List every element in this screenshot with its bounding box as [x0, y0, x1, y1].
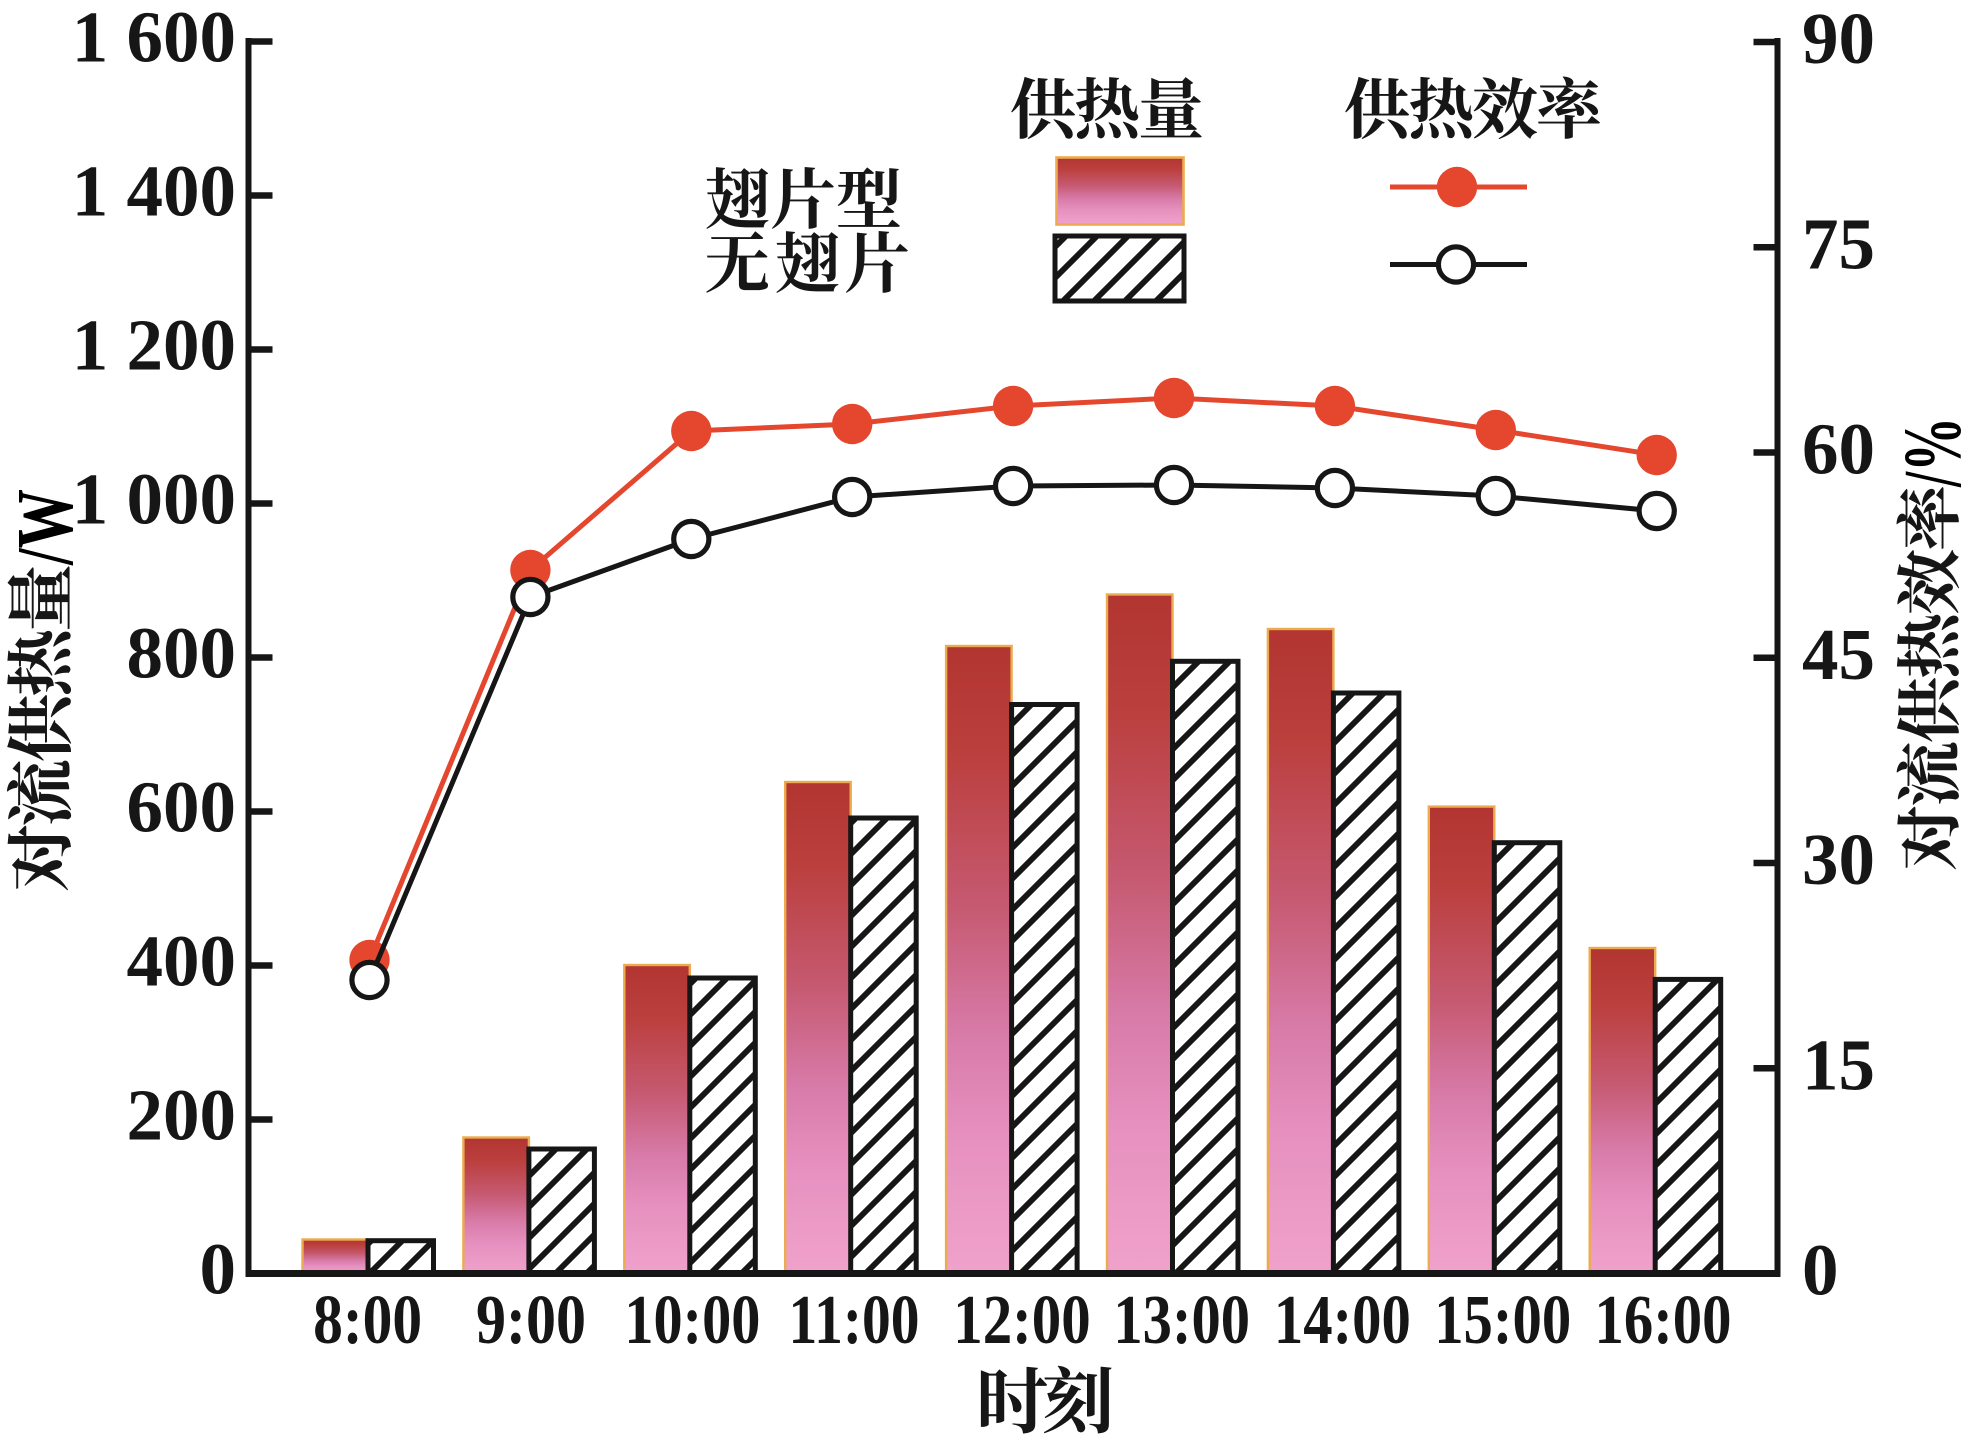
svg-text:60: 60 — [1802, 409, 1875, 490]
svg-text:800: 800 — [127, 613, 237, 694]
svg-text:/W: /W — [0, 489, 90, 566]
svg-text:90: 90 — [1802, 0, 1875, 79]
svg-text:10:00: 10:00 — [624, 1282, 760, 1359]
svg-text:15: 15 — [1802, 1024, 1875, 1105]
svg-text:1 000: 1 000 — [72, 459, 236, 540]
svg-text:0: 0 — [1802, 1230, 1839, 1311]
svg-text:1 200: 1 200 — [72, 305, 236, 386]
svg-text:75: 75 — [1802, 203, 1875, 284]
svg-text:/%: /% — [1886, 417, 1973, 488]
svg-text:13:00: 13:00 — [1113, 1282, 1250, 1359]
svg-text:45: 45 — [1802, 614, 1875, 695]
svg-text:1 400: 1 400 — [72, 151, 236, 232]
svg-text:0: 0 — [200, 1229, 237, 1310]
svg-text:1 600: 1 600 — [72, 0, 236, 78]
svg-text:400: 400 — [127, 921, 237, 1002]
svg-text:16:00: 16:00 — [1595, 1282, 1732, 1359]
svg-text:30: 30 — [1802, 819, 1875, 900]
svg-text:15:00: 15:00 — [1434, 1282, 1571, 1359]
svg-text:600: 600 — [127, 767, 237, 848]
svg-text:14:00: 14:00 — [1274, 1282, 1411, 1359]
svg-text:11:00: 11:00 — [789, 1282, 920, 1359]
svg-text:200: 200 — [127, 1075, 237, 1156]
svg-text:9:00: 9:00 — [476, 1282, 586, 1359]
svg-text:8:00: 8:00 — [313, 1282, 422, 1359]
svg-text:12:00: 12:00 — [953, 1282, 1091, 1359]
